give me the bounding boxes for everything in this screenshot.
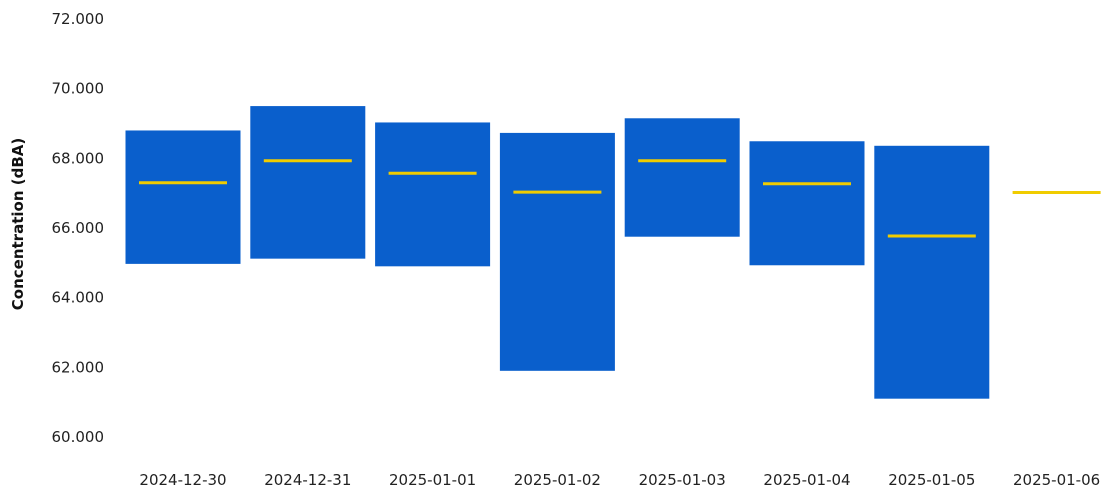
range-bars [125,106,990,399]
y-axis-ticks: 60.000 62.000 64.000 66.000 68.000 70.000 72.0… [52,10,105,446]
x-tick-label: 2025-01-01 [389,471,476,489]
range-bar [125,130,241,264]
range-bar [749,141,865,266]
x-tick-label: 2025-01-03 [639,471,726,489]
range-bar [874,145,990,399]
x-tick-label: 2025-01-04 [763,471,850,489]
y-tick-label: 60.000 [52,428,105,446]
range-bar [375,122,491,267]
x-tick-label: 2025-01-05 [888,471,975,489]
y-tick-label: 62.000 [52,358,105,376]
x-tick-label: 2024-12-30 [139,471,226,489]
y-axis-title: Concentration (dBA) [9,138,27,310]
x-tick-label: 2025-01-06 [1013,471,1100,489]
range-bar [250,106,366,259]
x-axis-ticks: 2024-12-30 2024-12-31 2025-01-01 2025-01-02… [139,471,1100,489]
x-tick-label: 2024-12-31 [264,471,351,489]
y-tick-label: 72.000 [52,10,105,28]
y-tick-label: 64.000 [52,289,105,307]
range-bar [624,118,740,237]
range-bar [499,132,615,371]
x-tick-label: 2025-01-02 [514,471,601,489]
y-tick-label: 66.000 [52,219,105,237]
y-tick-label: 70.000 [52,80,105,98]
y-tick-label: 68.000 [52,149,105,167]
average-lines [139,159,1101,238]
